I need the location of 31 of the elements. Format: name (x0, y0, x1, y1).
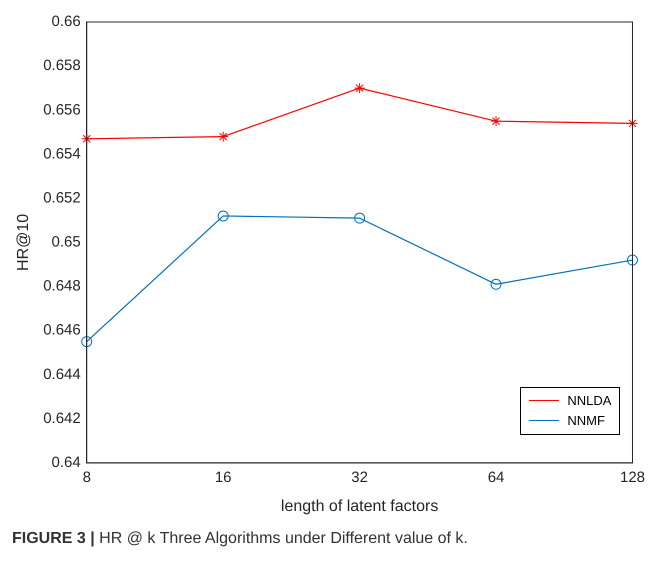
y-tick-label: 0.64 (52, 454, 81, 471)
y-tick-label: 0.648 (43, 278, 81, 295)
point (81, 336, 92, 348)
y-tick-label: 0.65 (52, 234, 81, 251)
point (218, 131, 229, 142)
y-tick-label: 0.654 (43, 145, 81, 162)
x-axis-title: length of latent factors (280, 498, 438, 515)
x-tick-label: 16 (214, 468, 232, 486)
point (626, 118, 638, 129)
y-tick-label: 0.644 (43, 366, 81, 383)
y-tick-label: 0.658 (43, 57, 81, 74)
x-tick-label: 64 (488, 468, 504, 486)
x-tick-label: 32 (351, 468, 368, 486)
point (490, 278, 502, 290)
point (218, 210, 229, 222)
point (626, 254, 638, 266)
point (81, 133, 92, 144)
y-tick-label: 0.652 (43, 189, 81, 206)
x-tick-label: 8 (82, 468, 91, 486)
point (490, 116, 502, 127)
y-tick-label: 0.656 (43, 101, 81, 118)
y-tick-label: 0.642 (43, 410, 81, 427)
x-tick-label: 128 (620, 468, 645, 486)
legend-label: NNLDA (566, 392, 612, 410)
y-axis-title: HR@10 (15, 214, 32, 271)
y-tick-label: 0.66 (52, 13, 81, 30)
point (354, 212, 366, 224)
point (354, 82, 366, 94)
caption: FIGURE 3 | HR @ k Three Algorithms under Different value of k. (12, 530, 468, 548)
legend-label: NNMF (566, 412, 606, 430)
y-tick-label: 0.646 (43, 322, 81, 339)
